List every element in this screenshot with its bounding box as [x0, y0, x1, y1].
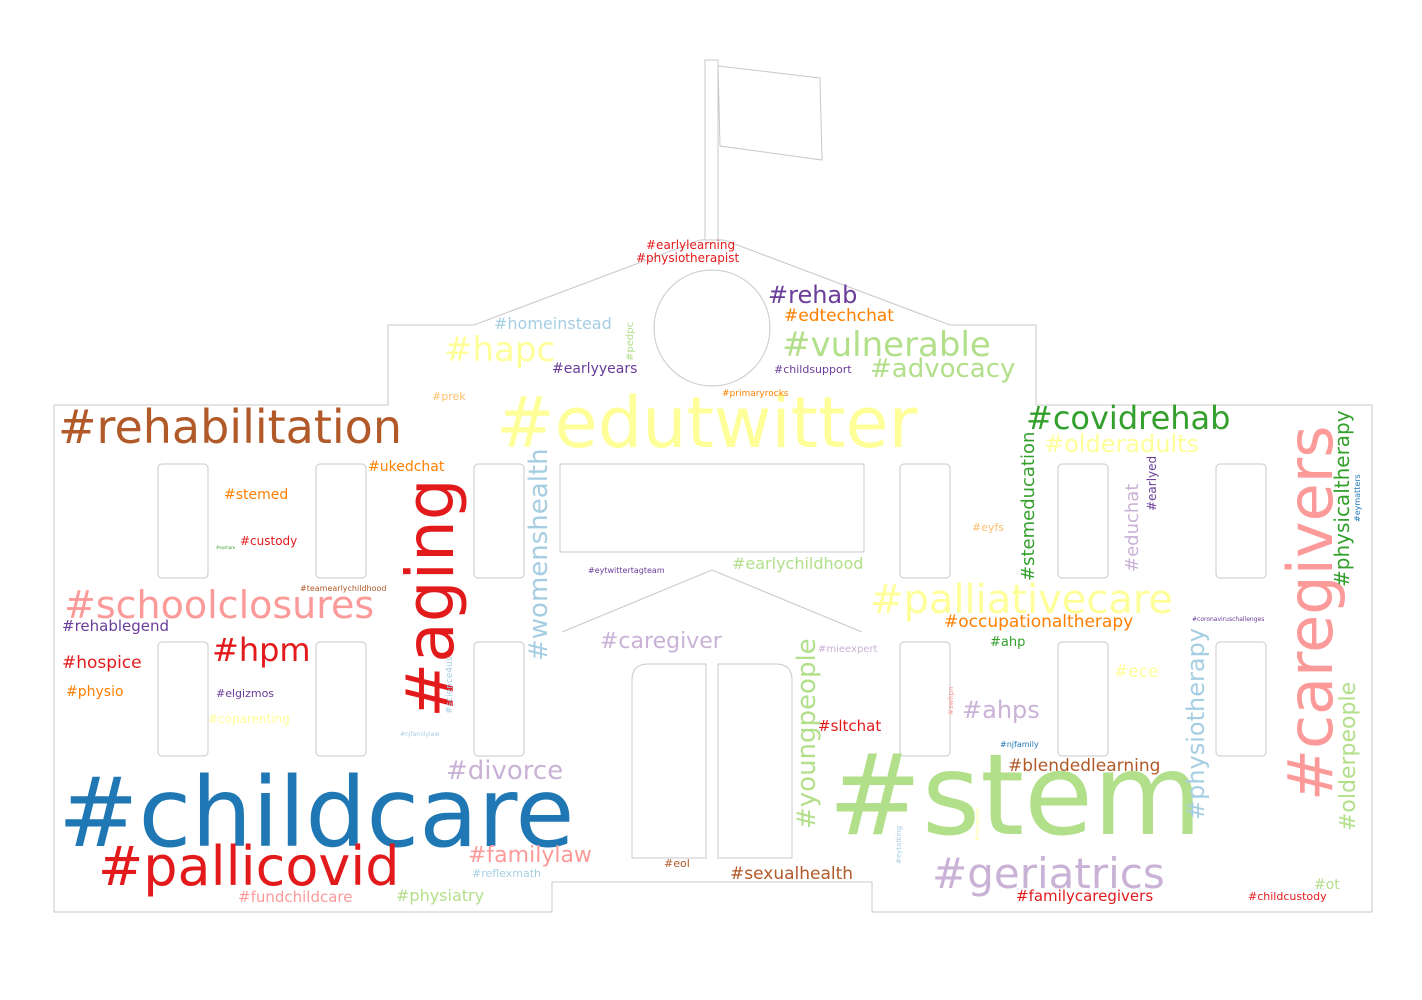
word-educhat: #educhat: [1122, 483, 1143, 572]
word-ahp: #ahp: [990, 635, 1026, 650]
word-edtechchat: #edtechchat: [784, 306, 894, 326]
word-childcare: #childcare: [58, 757, 575, 869]
word-physicaltherapy: #physicaltherapy: [1330, 410, 1354, 587]
word-rehab: #rehab: [768, 281, 858, 309]
word-ukedchat: #ukedchat: [368, 459, 445, 475]
word-sexualhealth: #sexualhealth: [730, 864, 854, 884]
word-eol: #eol: [664, 857, 690, 870]
word-occupationaltherapy: #occupationaltherapy: [944, 612, 1134, 632]
word-youngpeople: #youngpeople: [792, 638, 822, 829]
word-eytalking: #eytalking: [895, 825, 903, 864]
word-njfamilylaw: #njfamilylaw: [400, 731, 440, 738]
word-mieexpert: #mieexpert: [818, 644, 878, 655]
word-edutwitter: #edutwitter: [496, 382, 918, 464]
word-blendedlearning: #blendedlearning: [1008, 756, 1161, 776]
word-physio: #physio: [66, 684, 124, 700]
word-stemed: #stemed: [224, 487, 289, 503]
word-ahps: #ahps: [962, 696, 1040, 724]
word-hapc: #hapc: [444, 330, 556, 370]
word-ot: #ot: [1314, 877, 1340, 893]
word-familycaregivers: #familycaregivers: [1016, 887, 1154, 905]
word-childcustody: #childcustody: [1248, 890, 1327, 903]
word-homeinstead: #homeinstead: [494, 314, 612, 333]
word-primaryrocks: #primaryrocks: [722, 389, 789, 399]
word-eyfs: #eyfs: [972, 521, 1005, 534]
word-stem: #stem: [828, 731, 1203, 861]
word-eymatters: #eymatters: [1353, 474, 1362, 522]
word-olderpeople: #olderpeople: [1336, 681, 1361, 831]
word-earlyyears: #earlyyears: [552, 361, 638, 377]
word-njfamily: #njfamily: [1000, 740, 1039, 749]
word-hospice: #hospice: [62, 653, 142, 673]
word-science4us: #science4us: [445, 656, 455, 714]
word-reflexmath: #reflexmath: [472, 867, 542, 880]
word-ece: #ece: [1114, 662, 1159, 682]
word-childsupport: #childsupport: [774, 363, 852, 376]
word-physiatry: #physiatry: [396, 886, 485, 905]
word-familylaw: #familylaw: [468, 843, 592, 868]
word-olderadults: #olderadults: [1044, 430, 1200, 458]
word-womenshealth: #womenshealth: [524, 448, 554, 661]
word-hpm: #hpm: [212, 631, 311, 669]
word-rehablegend: #rehablegend: [62, 617, 170, 635]
word-earlychildhood: #earlychildhood: [732, 554, 864, 573]
word-pedpc: #pedpc: [625, 321, 636, 361]
word-caregiver: #caregiver: [600, 629, 722, 654]
word-vulnerable: #vulnerable: [782, 325, 991, 365]
word-sltchat: #sltchat: [818, 717, 882, 735]
word-custody: #custody: [240, 534, 298, 548]
word-earlylearning: #earlylearning: [646, 238, 736, 252]
word-elgizmos: #elgizmos: [216, 687, 275, 700]
word-stemeducation: #stemeducation: [1018, 431, 1039, 581]
word-coparenting: #coparenting: [208, 712, 290, 726]
word-ivorypanels: #ivorypanels: [975, 807, 981, 841]
word-earlyed: #earlyed: [1145, 455, 1159, 511]
word-prek: #prek: [432, 390, 466, 403]
word-swhpn: #swhpn: [947, 686, 955, 715]
word-geriatrics: #geriatrics: [932, 849, 1165, 898]
word-fundchildcare: #fundchildcare: [238, 888, 353, 906]
word-divorce: #divorce: [446, 756, 564, 786]
word-schoolclosures: #schoolclosures: [64, 583, 375, 627]
word-teamearlychildhood: #teamearlychildhood: [300, 584, 387, 593]
word-physiotherapist: #physiotherapist: [636, 251, 740, 265]
word-physiotherapy: #physiotherapy: [1182, 627, 1210, 820]
word-pallicovid: #pallicovid: [98, 835, 400, 898]
word-eyshare: #eyshare: [216, 545, 236, 550]
word-rehabilitation: #rehabilitation: [58, 400, 402, 454]
word-advocacy: #advocacy: [870, 354, 1016, 384]
word-eytwittertagteam: #eytwittertagteam: [588, 566, 665, 575]
word-palliativecare: #palliativecare: [870, 577, 1174, 623]
word-covidrehab: #covidrehab: [1026, 399, 1231, 437]
word-coronaviruschallenges: #coronaviruschallenges: [1192, 616, 1265, 623]
